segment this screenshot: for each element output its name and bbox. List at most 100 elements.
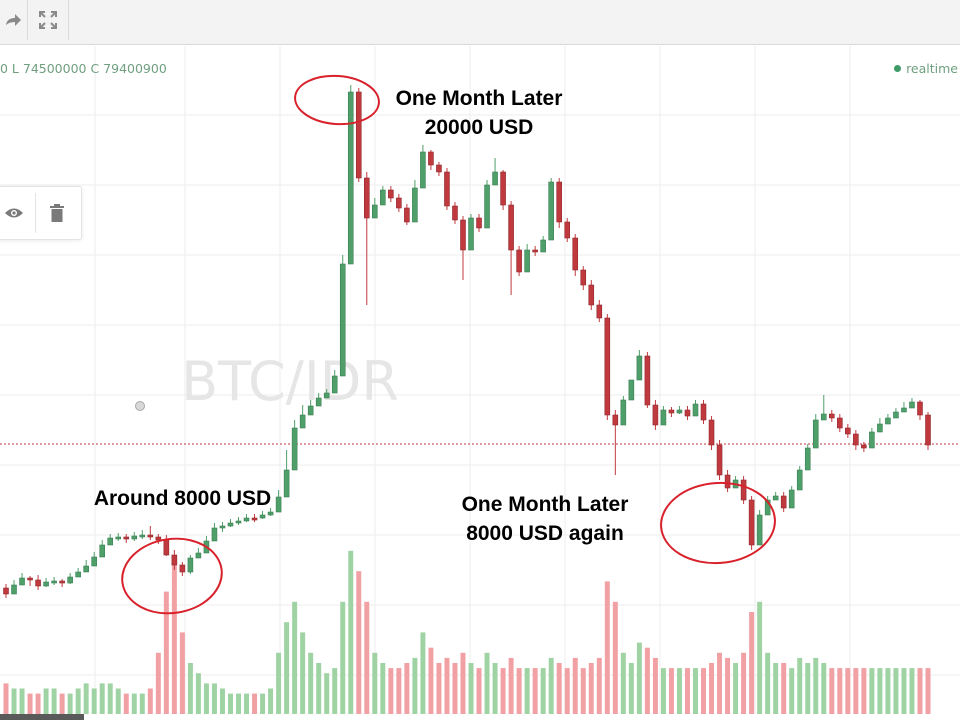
candle-body-48 bbox=[388, 189, 394, 199]
volume-bars bbox=[3, 550, 931, 714]
candle-body-13 bbox=[107, 537, 114, 546]
candle-body-66 bbox=[532, 249, 538, 253]
redo-icon[interactable] bbox=[0, 0, 26, 40]
volume-bar-22 bbox=[179, 632, 185, 714]
volume-bar-102 bbox=[821, 663, 827, 714]
candle-body-7 bbox=[59, 580, 65, 584]
volume-bar-53 bbox=[428, 647, 434, 714]
volume-bar-27 bbox=[219, 688, 225, 714]
candle-body-19 bbox=[155, 536, 162, 541]
volume-bar-5 bbox=[43, 688, 49, 714]
volume-bar-10 bbox=[83, 683, 89, 714]
candle-body-2 bbox=[19, 577, 25, 586]
candle-body-59 bbox=[476, 217, 482, 229]
ring-peak bbox=[294, 74, 380, 126]
candle-body-63 bbox=[508, 204, 514, 251]
candle-body-36 bbox=[291, 427, 298, 471]
candle-body-33 bbox=[267, 511, 274, 516]
eye-icon[interactable] bbox=[0, 199, 28, 227]
volume-bar-30 bbox=[244, 693, 250, 714]
candle-body-22 bbox=[179, 564, 186, 573]
volume-bar-92 bbox=[741, 652, 747, 714]
candle-body-93 bbox=[748, 499, 755, 546]
volume-bar-86 bbox=[693, 668, 698, 714]
volume-bar-42 bbox=[340, 601, 346, 714]
candle-body-1 bbox=[11, 584, 17, 595]
realtime-label: realtime bbox=[906, 61, 958, 76]
volume-bar-18 bbox=[147, 688, 153, 714]
volume-bar-51 bbox=[412, 657, 418, 714]
candle-body-61 bbox=[492, 171, 498, 186]
candle-body-74 bbox=[596, 304, 603, 319]
candle-body-49 bbox=[396, 197, 402, 209]
volume-bar-96 bbox=[773, 663, 779, 714]
candle-body-39 bbox=[315, 397, 322, 407]
volume-bar-20 bbox=[163, 591, 169, 714]
volume-bar-15 bbox=[123, 693, 129, 714]
candle-body-31 bbox=[251, 517, 258, 521]
candle-body-87 bbox=[700, 403, 707, 421]
candle-body-110 bbox=[885, 417, 891, 425]
annotation-bottom-line2: 8000 USD again bbox=[466, 522, 624, 545]
candle-body-8 bbox=[67, 576, 73, 584]
volume-bar-59 bbox=[476, 668, 482, 714]
volume-bar-62 bbox=[500, 668, 506, 714]
annotation-bottom: One Month Later 8000 USD again bbox=[430, 490, 660, 548]
volume-bar-9 bbox=[75, 688, 81, 714]
annotation-peak-line2: 20000 USD bbox=[424, 116, 534, 139]
candle-body-10 bbox=[83, 565, 89, 573]
drawing-handle[interactable] bbox=[135, 401, 145, 411]
candle-body-9 bbox=[75, 571, 81, 578]
volume-bar-17 bbox=[139, 693, 145, 714]
candle-body-99 bbox=[796, 469, 803, 491]
volume-bar-109 bbox=[877, 668, 883, 714]
candle-body-0 bbox=[3, 587, 9, 595]
candle-body-67 bbox=[540, 239, 546, 253]
drawing-tools-panel bbox=[0, 186, 82, 240]
candle-body-54 bbox=[436, 164, 442, 173]
fullscreen-icon[interactable] bbox=[28, 0, 68, 40]
candle-body-96 bbox=[772, 495, 779, 501]
volume-bar-52 bbox=[420, 632, 426, 714]
volume-bar-13 bbox=[107, 683, 113, 714]
annotation-rings bbox=[121, 74, 776, 615]
annotation-start: Around 8000 USD bbox=[70, 484, 295, 513]
volume-bar-16 bbox=[131, 693, 137, 714]
volume-bar-0 bbox=[3, 683, 9, 714]
volume-bar-91 bbox=[733, 663, 739, 714]
candle-body-70 bbox=[564, 221, 571, 239]
candle-body-104 bbox=[837, 417, 843, 429]
annotation-peak: One Month Later 20000 USD bbox=[384, 84, 574, 142]
candle-body-73 bbox=[588, 284, 595, 306]
volume-bar-48 bbox=[388, 668, 394, 714]
volume-bar-38 bbox=[308, 652, 314, 714]
volume-bar-25 bbox=[203, 683, 209, 714]
volume-bar-71 bbox=[572, 657, 578, 714]
volume-bar-103 bbox=[829, 668, 835, 714]
candle-body-85 bbox=[684, 409, 691, 417]
volume-bar-50 bbox=[404, 663, 410, 714]
candle-body-81 bbox=[652, 404, 659, 426]
volume-bar-108 bbox=[869, 668, 875, 714]
ohlc-legend: 0 L 74500000 C 79400900 bbox=[0, 61, 167, 76]
volume-bar-69 bbox=[556, 663, 562, 714]
volume-bar-95 bbox=[765, 652, 771, 714]
candle-body-65 bbox=[524, 249, 530, 273]
trash-icon[interactable] bbox=[43, 199, 71, 227]
candle-body-64 bbox=[516, 249, 522, 273]
candle-body-75 bbox=[604, 317, 611, 416]
candle-body-55 bbox=[444, 171, 450, 207]
volume-bar-68 bbox=[548, 657, 554, 714]
candle-body-79 bbox=[636, 355, 643, 381]
volume-bar-19 bbox=[155, 652, 161, 714]
volume-bar-73 bbox=[588, 663, 594, 714]
volume-bar-99 bbox=[797, 657, 803, 714]
scroll-thumb[interactable] bbox=[0, 714, 84, 720]
candle-body-88 bbox=[708, 419, 715, 446]
volume-bar-106 bbox=[853, 668, 859, 714]
candle-body-78 bbox=[628, 379, 635, 401]
candle-body-42 bbox=[339, 263, 346, 377]
volume-bar-80 bbox=[644, 647, 650, 714]
volume-bar-88 bbox=[709, 663, 715, 714]
